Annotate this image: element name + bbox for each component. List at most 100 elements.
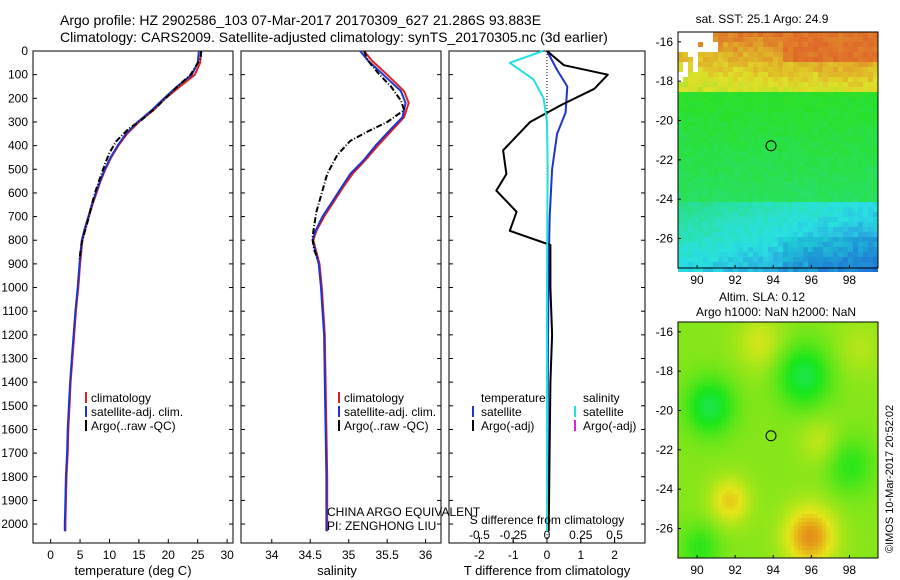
legend-swatch-climatology bbox=[338, 392, 340, 403]
heat-cell bbox=[818, 450, 822, 454]
heat-cell bbox=[762, 422, 766, 426]
heat-cell bbox=[690, 482, 694, 486]
heat-cell bbox=[690, 506, 694, 510]
heat-cell bbox=[686, 358, 690, 362]
heat-cell bbox=[694, 338, 698, 342]
heat-cell bbox=[818, 502, 822, 506]
heat-cell bbox=[778, 402, 782, 406]
heat-cell bbox=[802, 338, 806, 342]
heat-cell bbox=[853, 127, 858, 132]
heat-cell bbox=[822, 518, 826, 522]
heat-cell bbox=[798, 232, 803, 237]
heat-cell bbox=[854, 478, 858, 482]
heat-cell bbox=[846, 426, 850, 430]
heat-cell bbox=[848, 227, 853, 232]
heat-cell bbox=[788, 142, 793, 147]
heat-cell bbox=[853, 32, 858, 37]
heat-cell bbox=[722, 398, 726, 402]
heat-cell bbox=[778, 406, 782, 410]
heat-cell bbox=[798, 526, 802, 530]
heat-cell bbox=[738, 378, 742, 382]
heat-cell bbox=[686, 454, 690, 458]
heat-cell bbox=[814, 370, 818, 374]
map-x-tick-label: 98 bbox=[843, 273, 857, 287]
heat-cell bbox=[793, 257, 798, 262]
heat-cell bbox=[830, 334, 834, 338]
heat-cell bbox=[814, 442, 818, 446]
heat-cell bbox=[858, 442, 862, 446]
heat-cell bbox=[794, 494, 798, 498]
heat-cell bbox=[708, 157, 713, 162]
heat-cell bbox=[750, 546, 754, 550]
heat-cell bbox=[698, 378, 702, 382]
heat-cell bbox=[828, 102, 833, 107]
heat-cell bbox=[708, 67, 713, 72]
heat-cell bbox=[848, 67, 853, 72]
heat-cell bbox=[730, 438, 734, 442]
heat-cell bbox=[678, 486, 682, 490]
heat-cell bbox=[758, 438, 762, 442]
heat-cell bbox=[770, 330, 774, 334]
heat-cell bbox=[774, 494, 778, 498]
heat-cell bbox=[850, 382, 854, 386]
heat-cell bbox=[722, 454, 726, 458]
heat-cell bbox=[726, 546, 730, 550]
heat-cell bbox=[742, 362, 746, 366]
heat-cell bbox=[682, 342, 686, 346]
heat-cell bbox=[868, 37, 873, 42]
heat-cell bbox=[846, 398, 850, 402]
heat-cell bbox=[838, 462, 842, 466]
heat-cell bbox=[713, 257, 718, 262]
heat-cell bbox=[742, 398, 746, 402]
heat-cell bbox=[862, 418, 866, 422]
heat-cell bbox=[850, 542, 854, 546]
heat-cell bbox=[782, 494, 786, 498]
heat-cell bbox=[806, 474, 810, 478]
heat-cell bbox=[770, 326, 774, 330]
heat-cell bbox=[818, 87, 823, 92]
heat-cell bbox=[708, 252, 713, 257]
heat-cell bbox=[702, 538, 706, 542]
heat-cell bbox=[773, 67, 778, 72]
heat-cell bbox=[758, 490, 762, 494]
heat-cell bbox=[750, 534, 754, 538]
heat-cell bbox=[742, 330, 746, 334]
heat-cell bbox=[722, 350, 726, 354]
heat-cell bbox=[798, 470, 802, 474]
heat-cell bbox=[762, 486, 766, 490]
heat-cell bbox=[802, 370, 806, 374]
heat-cell bbox=[706, 346, 710, 350]
heat-cell bbox=[703, 162, 708, 167]
heat-cell bbox=[758, 172, 763, 177]
heat-cell bbox=[790, 534, 794, 538]
heat-cell bbox=[802, 466, 806, 470]
heat-cell bbox=[766, 518, 770, 522]
heat-cell bbox=[730, 470, 734, 474]
heat-cell bbox=[730, 362, 734, 366]
heat-cell bbox=[814, 462, 818, 466]
heat-cell bbox=[733, 232, 738, 237]
heat-cell bbox=[758, 478, 762, 482]
heat-cell bbox=[853, 147, 858, 152]
heat-cell bbox=[822, 450, 826, 454]
heat-cell bbox=[803, 57, 808, 62]
heat-cell bbox=[698, 386, 702, 390]
heat-cell bbox=[843, 152, 848, 157]
heat-cell bbox=[738, 474, 742, 478]
heat-cell bbox=[738, 494, 742, 498]
heat-cell bbox=[782, 378, 786, 382]
heat-cell bbox=[774, 438, 778, 442]
heat-cell bbox=[706, 486, 710, 490]
heat-cell bbox=[710, 482, 714, 486]
heat-cell bbox=[828, 117, 833, 122]
heat-cell bbox=[838, 426, 842, 430]
heat-cell bbox=[822, 322, 826, 326]
heat-cell bbox=[866, 406, 870, 410]
heat-cell bbox=[753, 142, 758, 147]
heat-cell bbox=[734, 470, 738, 474]
heat-cell bbox=[682, 526, 686, 530]
heat-cell bbox=[798, 482, 802, 486]
heat-cell bbox=[750, 382, 754, 386]
heat-cell bbox=[694, 446, 698, 450]
heat-cell bbox=[838, 534, 842, 538]
